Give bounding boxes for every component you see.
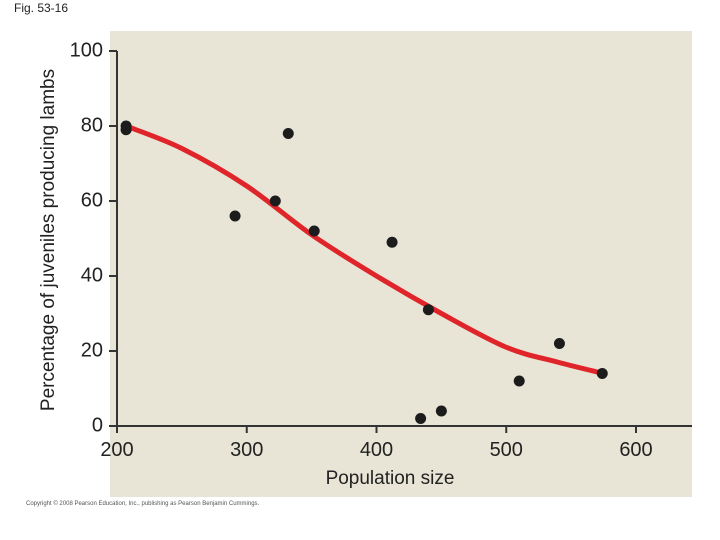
x-tick-label: 200 bbox=[100, 439, 133, 461]
data-point bbox=[422, 304, 434, 316]
data-point bbox=[282, 128, 294, 139]
axes bbox=[109, 50, 692, 433]
tick-labels: 0 20 40 60 80 100 200 300 400 500 600 bbox=[70, 39, 653, 461]
data-point bbox=[308, 225, 320, 237]
data-point bbox=[229, 210, 241, 222]
data-point bbox=[513, 375, 525, 387]
data-point bbox=[553, 338, 565, 349]
x-tick-label: 400 bbox=[360, 439, 393, 461]
y-tick-label: 60 bbox=[81, 189, 103, 211]
y-tick-label: 20 bbox=[81, 339, 103, 361]
data-point bbox=[120, 120, 132, 132]
x-tick-label: 300 bbox=[230, 439, 263, 461]
x-axis-label: Population size bbox=[326, 468, 455, 489]
data-point bbox=[435, 405, 447, 417]
figure-label: Fig. 53-16 bbox=[14, 1, 69, 15]
y-axis-label: Percentage of juveniles producing lambs bbox=[38, 69, 59, 411]
plot-background bbox=[110, 31, 692, 497]
y-tick-label: 80 bbox=[81, 114, 103, 136]
data-point bbox=[386, 236, 398, 248]
y-tick-label: 100 bbox=[70, 39, 103, 61]
data-points bbox=[120, 120, 608, 424]
y-tick-label: 40 bbox=[81, 264, 103, 286]
trend-line bbox=[123, 123, 607, 376]
data-point bbox=[596, 368, 608, 379]
y-tick-label: 0 bbox=[92, 414, 103, 436]
x-tick-label: 600 bbox=[619, 439, 652, 461]
copyright-notice: Copyright © 2008 Pearson Education, Inc.… bbox=[26, 501, 260, 507]
x-tick-label: 500 bbox=[490, 439, 523, 461]
data-point bbox=[415, 413, 427, 424]
data-point bbox=[269, 195, 281, 207]
